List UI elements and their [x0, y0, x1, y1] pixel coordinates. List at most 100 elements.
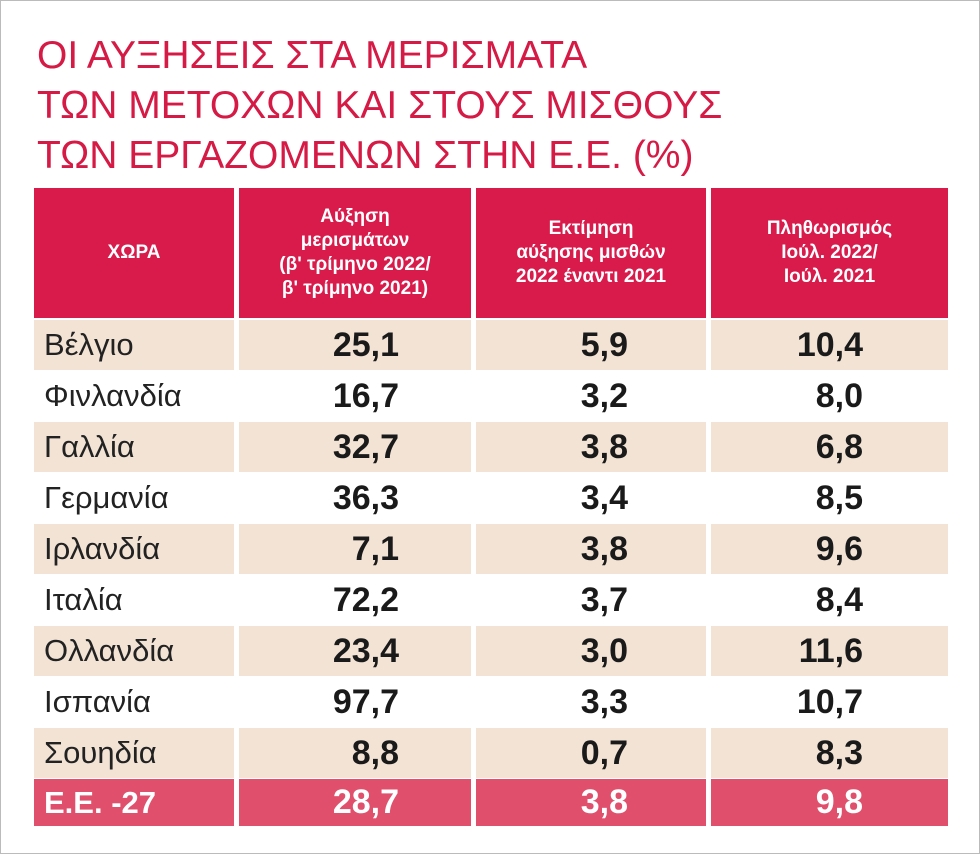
- value-text: 8,8: [351, 733, 399, 772]
- total-value: 9,8: [815, 783, 863, 821]
- value-cell: 3,8: [476, 524, 706, 575]
- total-value-cell: 28,7: [239, 779, 471, 827]
- country-cell: Γαλλία: [34, 422, 234, 473]
- title: ΟΙ ΑΥΞΗΣΕΙΣ ΣΤΑ ΜΕΡΙΣΜΑΤΑ ΤΩΝ ΜΕΤΟΧΩΝ ΚΑΙ…: [37, 31, 722, 181]
- header-text: ΧΩΡΑ: [107, 242, 161, 263]
- value-text: 10,4: [796, 325, 863, 364]
- value-cell: 3,3: [476, 677, 706, 728]
- title-line: ΟΙ ΑΥΞΗΣΕΙΣ ΣΤΑ ΜΕΡΙΣΜΑΤΑ: [37, 34, 588, 77]
- total-label: Ε.Ε. -27: [44, 784, 156, 820]
- header-cell: Πληθωρισμός Ιούλ. 2022/Ιούλ. 2021: [711, 188, 948, 320]
- value-text: 25,1: [332, 325, 399, 364]
- value-text: 36,3: [332, 478, 399, 517]
- header-text: β' τρίμηνο 2021): [281, 278, 429, 299]
- title-line: ΤΩΝ ΕΡΓΑΖΟΜΕΝΩΝ ΣΤΗΝ Ε.Ε. (%): [37, 134, 694, 177]
- title-line: ΤΩΝ ΜΕΤΟΧΩΝ ΚΑΙ ΣΤΟΥΣ ΜΙΣΘΟΥΣ: [37, 84, 723, 127]
- total-value: 28,7: [332, 783, 399, 821]
- header-cell: ΧΩΡΑ: [34, 188, 234, 320]
- value-text: 9,6: [815, 529, 863, 568]
- value-text: 10,7: [796, 682, 863, 721]
- value-text: 8,0: [815, 376, 863, 415]
- value-cell: 8,5: [711, 473, 948, 524]
- value-cell: 6,8: [711, 422, 948, 473]
- country-cell: Φινλανδία: [34, 371, 234, 422]
- value-cell: 8,0: [711, 371, 948, 422]
- value-cell: 3,8: [476, 422, 706, 473]
- value-cell: 3,0: [476, 626, 706, 677]
- country-name: Ισπανία: [44, 684, 151, 719]
- value-cell: 23,4: [239, 626, 471, 677]
- header-text: μερισμάτων: [300, 230, 410, 251]
- value-cell: 7,1: [239, 524, 471, 575]
- value-text: 72,2: [332, 580, 399, 619]
- table: ΧΩΡΑ Αύξηση μερισμάτων (β' τρίμηνο 2022/β' …: [34, 188, 948, 827]
- header-text: 2022 έναντι 2021: [515, 266, 667, 287]
- value-text: 3,7: [580, 580, 628, 619]
- total-value-cell: 9,8: [711, 779, 948, 827]
- value-text: 7,1: [351, 529, 399, 568]
- value-cell: 8,4: [711, 575, 948, 626]
- value-cell: 5,9: [476, 320, 706, 371]
- country-name: Ολλανδία: [44, 633, 175, 668]
- header-cell: Αύξηση μερισμάτων (β' τρίμηνο 2022/β' τρίμ…: [239, 188, 471, 320]
- value-cell: 3,4: [476, 473, 706, 524]
- value-cell: 16,7: [239, 371, 471, 422]
- country-cell: Ισπανία: [34, 677, 234, 728]
- value-text: 32,7: [332, 427, 399, 466]
- value-text: 3,4: [580, 478, 628, 517]
- header-text: Αύξηση: [320, 206, 390, 227]
- country-cell: Σουηδία: [34, 728, 234, 779]
- country-cell: Γερμανία: [34, 473, 234, 524]
- value-cell: 11,6: [711, 626, 948, 677]
- value-cell: 25,1: [239, 320, 471, 371]
- value-text: 3,8: [580, 427, 628, 466]
- header-text: Πληθωρισμός: [766, 218, 893, 239]
- country-name: Βέλγιο: [44, 327, 134, 362]
- country-name: Φινλανδία: [44, 378, 182, 413]
- value-text: 3,8: [580, 529, 628, 568]
- country-name: Σουηδία: [44, 735, 157, 770]
- total-label-cell: Ε.Ε. -27: [34, 779, 234, 827]
- value-cell: 97,7: [239, 677, 471, 728]
- value-cell: 36,3: [239, 473, 471, 524]
- country-cell: Ολλανδία: [34, 626, 234, 677]
- total-value-cell: 3,8: [476, 779, 706, 827]
- value-cell: 10,7: [711, 677, 948, 728]
- header-cell: Εκτίμηση αύξησης μισθών 2022 έναντι 2021: [476, 188, 706, 320]
- total-value: 3,8: [580, 783, 628, 821]
- country-cell: Ιρλανδία: [34, 524, 234, 575]
- header-text: αύξησης μισθών: [516, 242, 666, 263]
- country-cell: Βέλγιο: [34, 320, 234, 371]
- country-name: Ιταλία: [44, 582, 123, 617]
- header-text: (β' τρίμηνο 2022/: [279, 254, 431, 275]
- value-text: 11,6: [798, 631, 863, 670]
- value-text: 8,3: [815, 733, 863, 772]
- value-cell: 72,2: [239, 575, 471, 626]
- value-text: 6,8: [815, 427, 863, 466]
- value-text: 8,4: [815, 580, 863, 619]
- value-cell: 32,7: [239, 422, 471, 473]
- value-text: 3,2: [580, 376, 628, 415]
- value-text: 16,7: [332, 376, 399, 415]
- value-cell: 3,2: [476, 371, 706, 422]
- country-name: Γαλλία: [44, 429, 135, 464]
- value-text: 3,0: [580, 631, 628, 670]
- value-cell: 8,8: [239, 728, 471, 779]
- country-name: Ιρλανδία: [44, 531, 161, 566]
- value-cell: 3,7: [476, 575, 706, 626]
- value-text: 5,9: [580, 325, 628, 364]
- value-text: 0,7: [580, 733, 628, 772]
- header-text: Εκτίμηση: [548, 218, 634, 239]
- value-cell: 8,3: [711, 728, 948, 779]
- country-cell: Ιταλία: [34, 575, 234, 626]
- header-text: Ιούλ. 2021: [783, 266, 876, 287]
- value-text: 23,4: [332, 631, 399, 670]
- value-cell: 10,4: [711, 320, 948, 371]
- value-cell: 0,7: [476, 728, 706, 779]
- value-text: 3,3: [580, 682, 628, 721]
- country-name: Γερμανία: [44, 480, 169, 515]
- header-text: Ιούλ. 2022/: [781, 242, 878, 263]
- value-text: 97,7: [332, 682, 399, 721]
- value-text: 8,5: [815, 478, 863, 517]
